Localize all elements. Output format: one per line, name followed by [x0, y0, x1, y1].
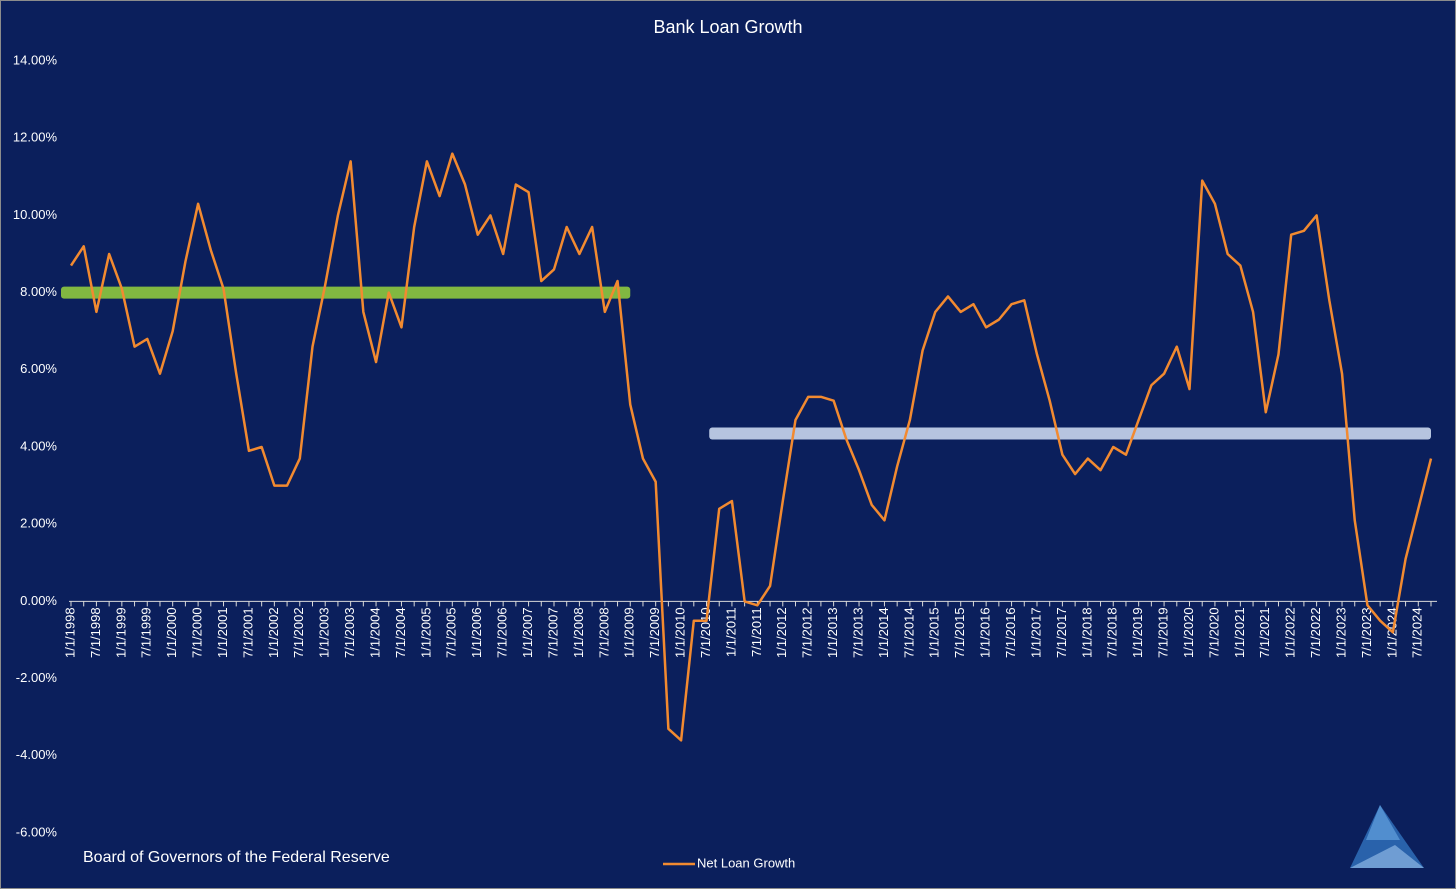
x-tick-label: 7/1/2000 — [190, 607, 205, 658]
x-tick-label: 7/1/2020 — [1206, 607, 1221, 658]
x-tick-label: 7/1/1999 — [139, 607, 154, 658]
x-tick-label: 7/1/2012 — [800, 607, 815, 658]
x-tick-label: 1/1/2013 — [825, 607, 840, 658]
y-tick-label: 6.00% — [20, 361, 57, 376]
x-tick-label: 1/1/2018 — [1079, 607, 1094, 658]
x-tick-label: 7/1/2011 — [749, 607, 764, 657]
reference-band — [61, 286, 631, 299]
x-tick-label: 7/1/2003 — [342, 607, 357, 658]
x-tick-label: 7/1/2021 — [1257, 607, 1272, 658]
chart-title: Bank Loan Growth — [653, 17, 802, 37]
reference-band — [709, 427, 1431, 440]
y-tick-label: -4.00% — [16, 747, 58, 762]
x-tick-label: 7/1/2002 — [291, 607, 306, 658]
x-tick-label: 1/1/2020 — [1181, 607, 1196, 658]
x-tick-label: 1/1/2019 — [1130, 607, 1145, 658]
x-tick-label: 1/1/2014 — [876, 607, 891, 658]
x-tick-label: 1/1/2010 — [673, 607, 688, 658]
x-tick-label: 7/1/2023 — [1359, 607, 1374, 658]
x-tick-label: 7/1/2024 — [1410, 607, 1425, 658]
source-note: Board of Governors of the Federal Reserv… — [83, 849, 390, 866]
x-tick-label: 7/1/1998 — [88, 607, 103, 658]
x-tick-label: 1/1/2002 — [266, 607, 281, 658]
x-tick-label: 1/1/2017 — [1028, 607, 1043, 658]
x-tick-label: 7/1/2010 — [698, 607, 713, 658]
x-tick-label: 1/1/2003 — [317, 607, 332, 658]
x-tick-label: 1/1/2012 — [774, 607, 789, 658]
x-tick-label: 7/1/2006 — [495, 607, 510, 658]
x-tick-label: 1/1/2005 — [418, 607, 433, 658]
x-tick-label: 1/1/1998 — [62, 607, 77, 658]
x-tick-label: 1/1/2004 — [367, 607, 382, 658]
line-series — [69, 152, 1433, 742]
y-tick-label: 12.00% — [13, 130, 58, 145]
x-tick-label: 1/1/2007 — [520, 607, 535, 658]
y-tick-label: 8.00% — [20, 284, 57, 299]
y-tick-label: -6.00% — [16, 824, 58, 839]
x-tick-label: 7/1/2019 — [1156, 607, 1171, 658]
y-tick-label: 10.00% — [13, 207, 58, 222]
x-tick-label: 7/1/2018 — [1105, 607, 1120, 658]
x-tick-label: 1/1/2009 — [622, 607, 637, 658]
y-tick-label: 2.00% — [20, 516, 57, 531]
x-tick-label: 1/1/2008 — [571, 607, 586, 658]
x-tick-label: 7/1/2004 — [393, 607, 408, 658]
x-tick-label: 1/1/2006 — [469, 607, 484, 658]
x-tick-label: 7/1/2014 — [901, 607, 916, 658]
x-tick-label: 1/1/2011 — [723, 607, 738, 657]
x-tick-label: 7/1/2005 — [444, 607, 459, 658]
x-tick-label: 7/1/2017 — [1054, 607, 1069, 658]
x-tick-label: 1/1/2016 — [978, 607, 993, 658]
x-tick-label: 7/1/2007 — [545, 607, 560, 658]
x-tick-label: 7/1/2008 — [596, 607, 611, 658]
x-tick-label: 7/1/2013 — [850, 607, 865, 658]
y-tick-label: 0.00% — [20, 593, 57, 608]
x-tick-label: 7/1/2016 — [1003, 607, 1018, 658]
x-tick-label: 7/1/2001 — [240, 607, 255, 658]
y-tick-label: -2.00% — [16, 670, 58, 685]
x-tick-label: 7/1/2022 — [1308, 607, 1323, 658]
x-tick-label: 1/1/2001 — [215, 607, 230, 658]
x-tick-label: 1/1/2023 — [1333, 607, 1348, 658]
logo — [1350, 805, 1424, 868]
y-tick-label: 14.00% — [13, 52, 58, 67]
x-tick-label: 7/1/2015 — [952, 607, 967, 658]
legend-label: Net Loan Growth — [697, 855, 795, 870]
y-tick-label: 4.00% — [20, 438, 57, 453]
x-tick-label: 1/1/2015 — [927, 607, 942, 658]
x-tick-label: 1/1/2000 — [164, 607, 179, 658]
x-tick-label: 1/1/2022 — [1283, 607, 1298, 658]
x-tick-label: 7/1/2009 — [647, 607, 662, 658]
x-tick-label: 1/1/2021 — [1232, 607, 1247, 658]
x-tick-label: 1/1/1999 — [113, 607, 128, 658]
